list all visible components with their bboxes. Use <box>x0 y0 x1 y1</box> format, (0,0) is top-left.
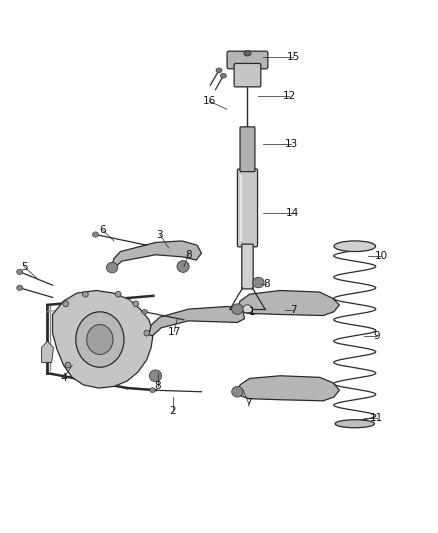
Ellipse shape <box>116 291 121 297</box>
FancyBboxPatch shape <box>237 169 258 247</box>
Polygon shape <box>42 341 53 362</box>
Text: 10: 10 <box>374 251 388 261</box>
Text: 9: 9 <box>373 331 380 341</box>
Polygon shape <box>149 306 244 336</box>
Ellipse shape <box>216 68 222 73</box>
Ellipse shape <box>220 73 226 78</box>
Text: 5: 5 <box>21 262 28 271</box>
Text: 13: 13 <box>285 139 298 149</box>
Ellipse shape <box>149 370 162 382</box>
Text: 14: 14 <box>286 208 299 218</box>
Text: 3: 3 <box>156 230 163 239</box>
Ellipse shape <box>335 420 374 427</box>
Text: 17: 17 <box>168 327 181 336</box>
Text: 7: 7 <box>290 305 297 315</box>
Text: 1: 1 <box>248 307 255 317</box>
Text: 2: 2 <box>170 407 177 416</box>
Ellipse shape <box>144 330 150 336</box>
Text: 8: 8 <box>154 382 161 391</box>
Ellipse shape <box>17 269 23 274</box>
Ellipse shape <box>232 386 243 397</box>
Text: 8: 8 <box>185 250 192 260</box>
Text: 16: 16 <box>203 96 216 106</box>
Ellipse shape <box>65 362 71 368</box>
Polygon shape <box>237 290 339 316</box>
Ellipse shape <box>82 291 88 297</box>
Ellipse shape <box>244 51 251 56</box>
Text: 15: 15 <box>287 52 300 62</box>
Ellipse shape <box>253 277 264 288</box>
Ellipse shape <box>142 309 148 314</box>
Polygon shape <box>112 241 201 268</box>
FancyBboxPatch shape <box>227 51 268 69</box>
FancyBboxPatch shape <box>234 63 261 87</box>
Ellipse shape <box>149 387 155 392</box>
Ellipse shape <box>87 325 113 354</box>
Ellipse shape <box>92 232 99 237</box>
Polygon shape <box>237 376 339 401</box>
FancyBboxPatch shape <box>240 127 255 172</box>
Ellipse shape <box>334 241 376 252</box>
Text: 11: 11 <box>370 414 383 423</box>
Ellipse shape <box>17 285 23 290</box>
Text: 8: 8 <box>263 279 270 288</box>
Text: 4: 4 <box>60 374 67 383</box>
Text: 12: 12 <box>283 91 296 101</box>
Polygon shape <box>53 290 153 388</box>
FancyBboxPatch shape <box>242 244 253 289</box>
Ellipse shape <box>232 304 243 314</box>
Text: 6: 6 <box>99 225 106 235</box>
Text: 7: 7 <box>245 399 252 408</box>
Ellipse shape <box>177 261 189 272</box>
Ellipse shape <box>106 262 118 273</box>
Ellipse shape <box>243 305 252 313</box>
Ellipse shape <box>133 301 138 307</box>
Ellipse shape <box>63 301 68 307</box>
Ellipse shape <box>76 312 124 367</box>
